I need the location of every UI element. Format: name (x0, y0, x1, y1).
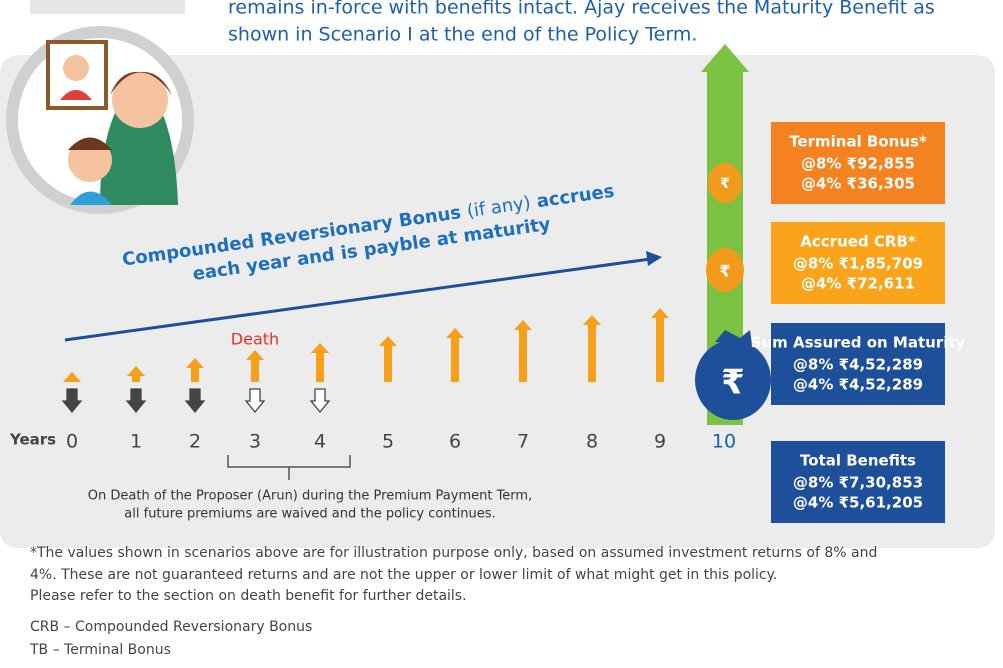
footnote: Please refer to the section on death ben… (30, 588, 467, 604)
years-label: Years (9, 431, 56, 449)
year-label: 10 (712, 431, 736, 453)
box-amount: @8% ₹4,52,289 (793, 356, 923, 374)
infographic: remains in-force with benefits intact. A… (0, 0, 1003, 664)
tab (30, 0, 185, 14)
box-amount: @4% ₹72,611 (801, 275, 915, 293)
intro-text: shown in Scenario I at the end of the Po… (228, 24, 697, 46)
footnote: *The values shown in scenarios above are… (30, 545, 877, 561)
footnote: CRB – Compounded Reversionary Bonus (30, 619, 312, 635)
box-amount: @8% ₹1,85,709 (793, 255, 923, 273)
year-label: 6 (449, 431, 461, 453)
year-label: 0 (66, 431, 78, 453)
box-amount: @8% ₹92,855 (801, 155, 915, 173)
box-title: Sum Assured on Maturity (751, 334, 966, 352)
year-label: 4 (314, 431, 326, 453)
box-amount: @4% ₹36,305 (801, 175, 915, 193)
footnote: 4%. These are not guaranteed returns and… (30, 567, 777, 583)
death-label: Death (231, 330, 279, 349)
bag-symbol: ₹ (720, 176, 730, 192)
box-amount: @8% ₹7,30,853 (793, 474, 923, 492)
intro-text: remains in-force with benefits intact. A… (228, 0, 935, 19)
box-amount: @4% ₹5,61,205 (793, 494, 923, 512)
box-amount: @4% ₹4,52,289 (793, 376, 923, 394)
box-title: Total Benefits (800, 452, 916, 470)
bag-symbol: ₹ (721, 363, 745, 403)
box-title: Accrued CRB* (800, 233, 916, 251)
bag-symbol: ₹ (719, 262, 730, 281)
year-label: 1 (130, 431, 142, 453)
footnote: TB – Terminal Bonus (29, 642, 171, 658)
year-label: 3 (249, 431, 261, 453)
year-label: 2 (189, 431, 201, 453)
year-label: 8 (586, 431, 598, 453)
box-title: Terminal Bonus* (789, 133, 927, 151)
waiver-note: all future premiums are waived and the p… (124, 507, 495, 522)
year-label: 9 (654, 431, 666, 453)
year-label: 7 (517, 431, 529, 453)
waiver-note: On Death of the Proposer (Arun) during t… (88, 489, 532, 504)
year-label: 5 (382, 431, 394, 453)
